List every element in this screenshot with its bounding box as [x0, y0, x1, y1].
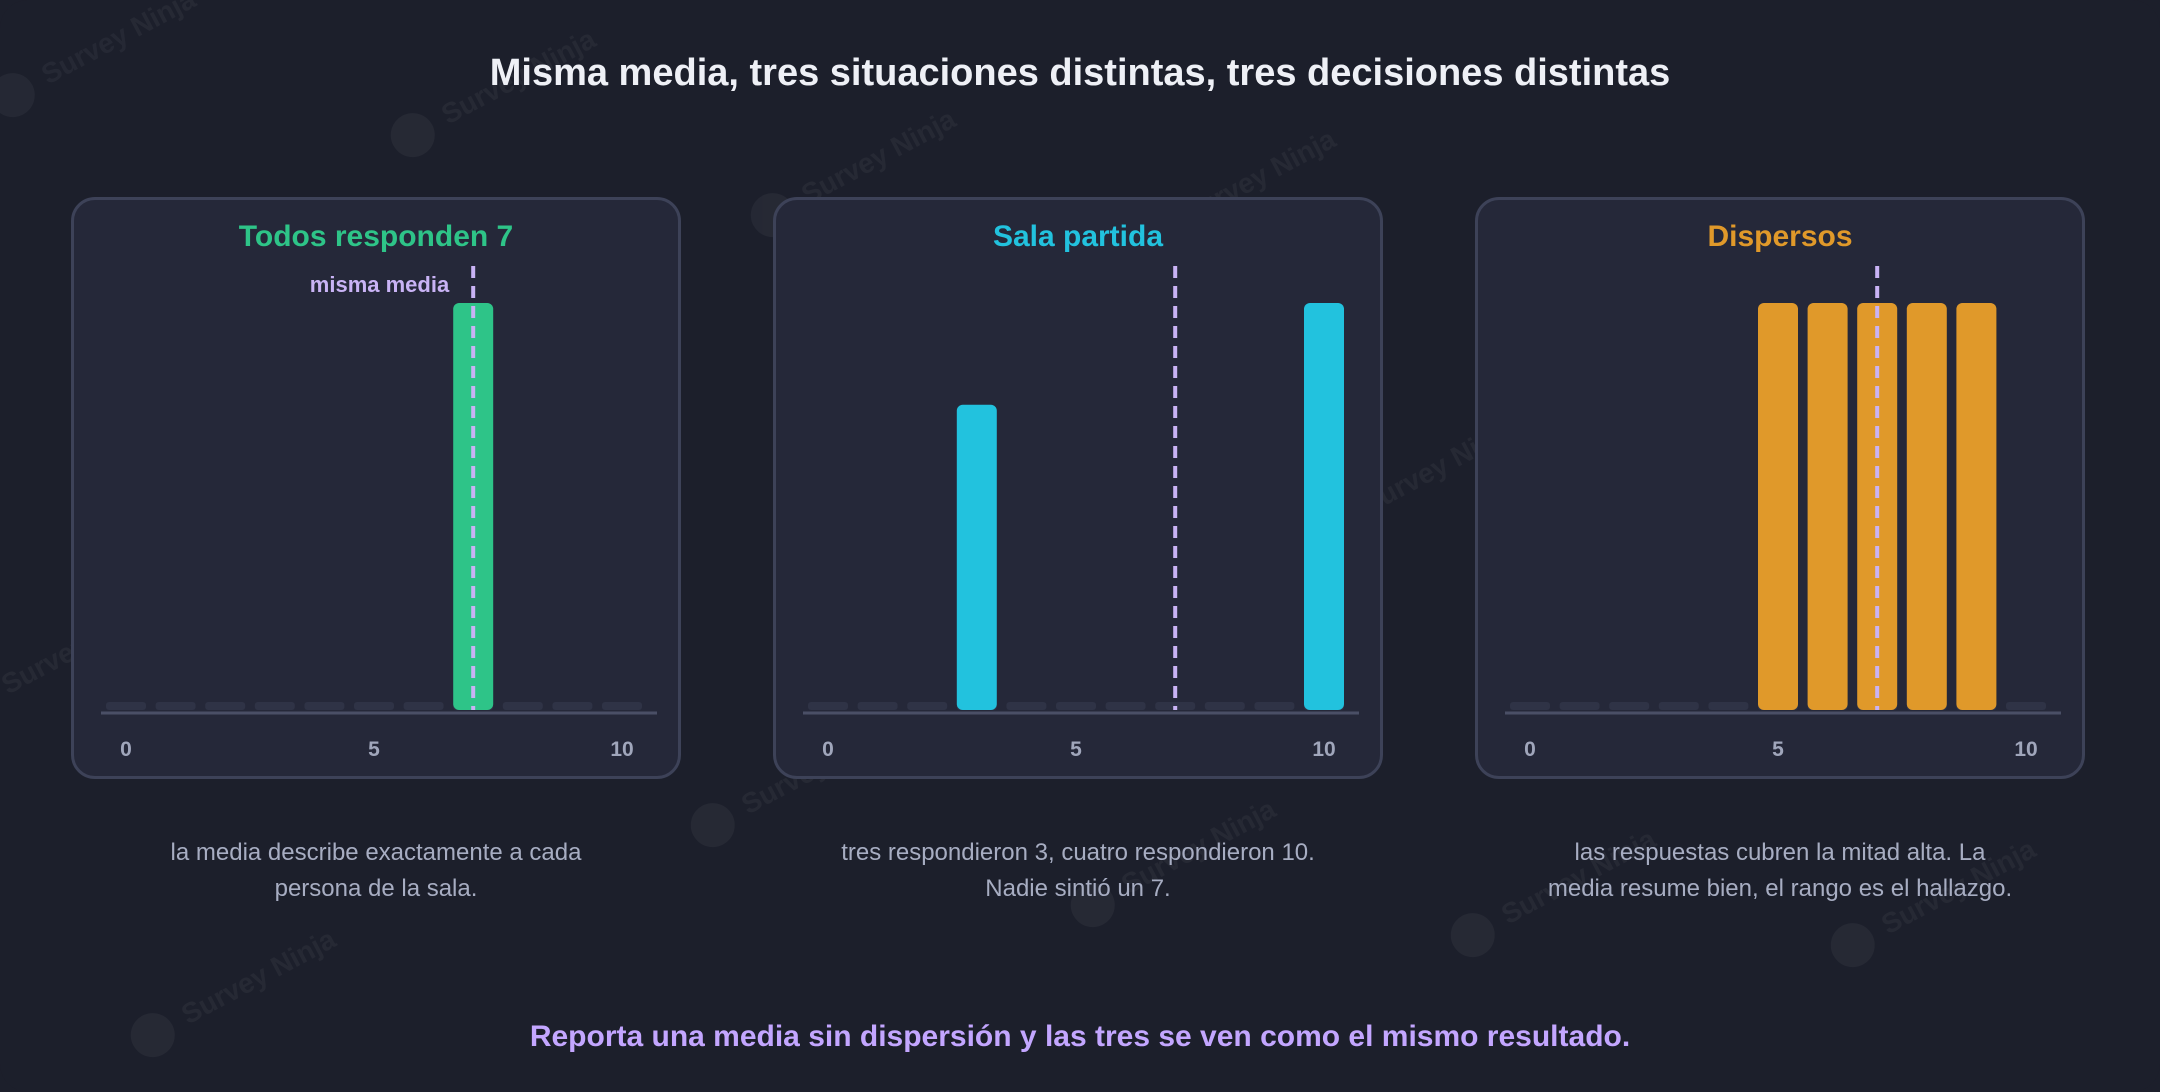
x-tick-label: 5: [1772, 738, 1784, 761]
bar-chart: misma media 0 5 10: [101, 266, 657, 761]
footer-note: Reporta una media sin dispersión y las t…: [529, 1020, 1631, 1053]
panel-title: Todos responden 7: [238, 220, 514, 253]
bar-3: [956, 404, 997, 710]
ninja-logo-icon: [1822, 915, 1883, 975]
empty-slot: [1105, 702, 1146, 710]
empty-slot: [1708, 702, 1749, 710]
bar-6: [1807, 303, 1848, 710]
empty-slot: [205, 702, 246, 710]
ninja-logo-icon: [682, 795, 743, 855]
watermark-text: Survey Ninja: [796, 103, 960, 210]
x-tick-label: 10: [2014, 738, 2037, 761]
empty-slot: [1510, 702, 1550, 710]
empty-slot: [907, 702, 948, 710]
watermark-text: Survey Ninja: [176, 923, 340, 1030]
empty-slot: [1658, 702, 1699, 710]
chart-panel-dispersos: Dispersos 0 5 10: [1475, 197, 2085, 779]
ninja-logo-icon: [382, 105, 443, 165]
x-tick-label: 0: [120, 738, 132, 761]
empty-slot: [1056, 702, 1096, 710]
empty-slot: [502, 702, 543, 710]
empty-slot: [857, 702, 898, 710]
x-tick-label: 5: [1070, 738, 1082, 761]
panel-caption: tres respondieron 3, cuatro respondieron…: [841, 839, 1315, 902]
empty-slot: [602, 702, 642, 710]
empty-slot: [1559, 702, 1600, 710]
ninja-logo-icon: [1442, 905, 1503, 965]
bar-chart: 0 5 10: [1505, 266, 2061, 761]
empty-slot: [155, 702, 196, 710]
chart-panel-todos: Todos responden 7 misma media 0 5 10: [71, 197, 681, 779]
mean-label: misma media: [310, 272, 450, 297]
empty-slot: [2006, 702, 2046, 710]
empty-slot: [1006, 702, 1047, 710]
x-tick-label: 0: [822, 738, 834, 761]
empty-slot: [1254, 702, 1295, 710]
panel-title: Dispersos: [1707, 220, 1853, 253]
bar-8: [1906, 303, 1947, 710]
x-tick-label: 10: [1312, 738, 1335, 761]
empty-slot: [354, 702, 394, 710]
x-tick-label: 5: [368, 738, 380, 761]
empty-slot: [808, 702, 848, 710]
panel-title: Sala partida: [992, 220, 1164, 253]
empty-slot: [304, 702, 345, 710]
empty-slot: [403, 702, 444, 710]
empty-slot: [552, 702, 593, 710]
page-title: Misma media, tres situaciones distintas,…: [489, 52, 1671, 94]
empty-slot: [1609, 702, 1650, 710]
empty-slot: [1204, 702, 1245, 710]
bar-10: [1304, 303, 1344, 710]
empty-slot: [106, 702, 146, 710]
bar-5: [1758, 303, 1798, 710]
chart-panel-sala-partida: Sala partida 0 5 10: [773, 197, 1383, 779]
bar-chart: 0 5 10: [803, 266, 1359, 761]
bar-9: [1956, 303, 1997, 710]
x-tick-label: 10: [610, 738, 633, 761]
panel-caption: las respuestas cubren la mitad alta. La …: [1547, 839, 2013, 902]
x-tick-label: 0: [1524, 738, 1536, 761]
empty-slot: [254, 702, 295, 710]
ninja-logo-icon: [0, 675, 3, 735]
panel-caption: la media describe exactamente a cada per…: [170, 839, 582, 902]
